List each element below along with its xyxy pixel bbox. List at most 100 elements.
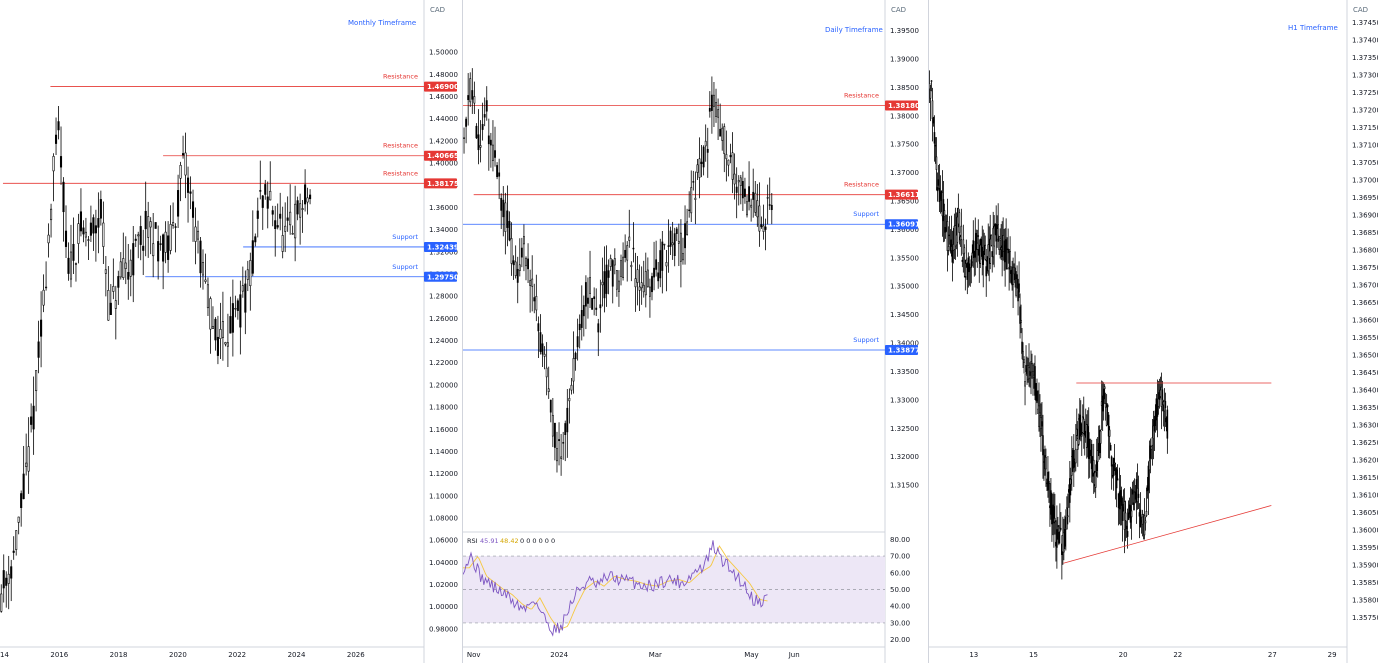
candle-body	[485, 100, 488, 112]
candle-body	[727, 159, 730, 166]
candle-body	[551, 414, 554, 437]
candle-body	[54, 134, 58, 144]
candle-body	[1087, 432, 1090, 459]
price-tick-label: 1.50000	[429, 49, 458, 57]
candle-body	[741, 181, 744, 199]
rsi-tick-label: 70.00	[890, 553, 910, 561]
candle-body	[929, 90, 932, 99]
candle-body	[112, 286, 115, 292]
candle-body	[628, 236, 631, 241]
candle-body	[1045, 457, 1047, 470]
candle-body	[1021, 341, 1023, 354]
support-label: Support	[853, 210, 879, 218]
candle-body	[1086, 426, 1089, 434]
candle-body	[104, 269, 107, 274]
candle-body	[259, 190, 262, 192]
price-tick-label: 1.35800	[1352, 597, 1378, 605]
candle-body	[713, 94, 715, 107]
candle-body	[172, 222, 175, 226]
price-tick-label: 1.35500	[890, 254, 919, 262]
candle-body	[1012, 266, 1014, 285]
monthly-chart-panel[interactable]: 1.50000 1.48000 1.46000 1.44000 1.42000 1.400…	[0, 0, 462, 663]
candle-body	[965, 259, 968, 264]
candle-body	[1137, 493, 1140, 498]
candle-body	[1108, 429, 1111, 437]
candle-body	[933, 132, 936, 144]
candle-body	[504, 202, 507, 232]
support-price-tag	[885, 219, 918, 230]
candle-body	[942, 199, 945, 222]
resistance-price-tag	[424, 150, 457, 161]
support-price-tag	[424, 241, 457, 252]
candle-body	[578, 323, 581, 331]
candle-body	[624, 249, 627, 258]
candle-body	[653, 267, 655, 278]
resistance-label: Resistance	[844, 92, 879, 100]
candle-body	[587, 297, 589, 304]
candle-body	[1156, 400, 1159, 417]
candle-body	[139, 226, 142, 245]
price-tick-label: 1.35000	[890, 283, 919, 291]
candle-body	[525, 257, 527, 267]
price-tick-label: 1.35850	[1352, 579, 1378, 587]
candle-body	[710, 94, 713, 111]
candle-body	[966, 262, 969, 280]
candle-body	[122, 258, 125, 278]
candle-body	[613, 258, 616, 266]
candle-body	[296, 200, 299, 215]
candle-body	[975, 233, 978, 243]
candle-body	[1107, 414, 1110, 437]
candle-body	[1036, 390, 1038, 402]
price-tick-label: 1.36450	[1352, 369, 1378, 377]
candle-body	[154, 222, 157, 229]
candle-body	[1073, 458, 1075, 468]
candle-body	[489, 139, 492, 146]
candle-body	[595, 307, 598, 310]
candle-body	[1131, 489, 1134, 495]
candle-body	[750, 204, 753, 208]
candle-body	[766, 197, 769, 199]
candle-body	[609, 258, 612, 267]
monthly-chart[interactable]: 1.50000 1.48000 1.46000 1.44000 1.42000 1.400…	[0, 0, 462, 663]
price-tick-label: 1.38500	[890, 84, 919, 92]
candle-body	[576, 336, 579, 348]
h1-chart[interactable]: 1.37450 1.37400 1.37350 1.37300 1.37250 1.372…	[929, 0, 1378, 663]
time-tick-label: 2024	[288, 651, 306, 659]
candle-body	[644, 271, 647, 296]
candle-body	[162, 234, 165, 262]
candle-body	[500, 198, 503, 211]
candle-body	[1060, 528, 1062, 530]
candle-body	[64, 230, 68, 247]
price-tick-label: 1.36300	[1352, 422, 1378, 430]
candle-body	[50, 208, 53, 221]
candle-body	[731, 152, 734, 180]
candle-body	[962, 239, 965, 255]
support-label: Support	[392, 233, 418, 241]
candle-body	[87, 239, 90, 241]
candle-body	[636, 269, 639, 283]
daily-chart-panel[interactable]: 1.39500 1.39000 1.38500 1.38000 1.37500 1.370…	[463, 0, 928, 663]
candle-body	[74, 263, 78, 265]
candle-body	[630, 264, 633, 268]
candle-body	[682, 253, 684, 261]
candle-body	[132, 243, 135, 276]
candle-body	[744, 188, 746, 197]
candle-body	[1151, 437, 1154, 446]
candle-body	[634, 278, 637, 288]
candle-body	[543, 353, 546, 357]
candle-body	[479, 145, 482, 148]
candle-body	[72, 243, 75, 261]
candle-body	[735, 186, 738, 193]
candle-body	[960, 225, 963, 240]
candle-body	[249, 260, 252, 287]
candle-body	[147, 216, 150, 238]
price-tick-label: 1.32500	[890, 425, 919, 433]
candle-body	[989, 238, 992, 264]
candle-body	[92, 217, 95, 234]
h1-chart-panel[interactable]: 1.37450 1.37400 1.37350 1.37300 1.37250 1.372…	[929, 0, 1378, 663]
candle-body	[671, 242, 674, 246]
candle-body	[84, 231, 87, 238]
candle-body	[77, 223, 80, 244]
candle-body	[199, 240, 202, 274]
daily-chart[interactable]: 1.39500 1.39000 1.38500 1.38000 1.37500 1.370…	[463, 0, 928, 663]
